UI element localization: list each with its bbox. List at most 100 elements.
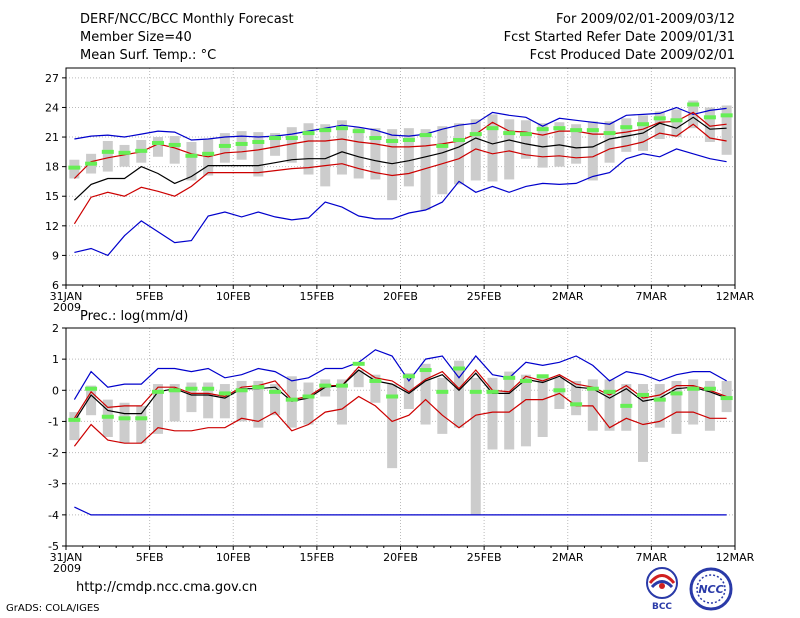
precip-median-marker xyxy=(151,389,164,394)
temp-spread-box xyxy=(704,107,715,142)
produced-date: Fcst Produced Date 2009/02/01 xyxy=(529,48,735,63)
temp-spread-box xyxy=(587,121,598,181)
temp-ytick-label: 24 xyxy=(45,101,59,114)
precip-spread-box xyxy=(136,405,147,444)
precip-median-marker xyxy=(720,396,733,401)
precip-spread-box xyxy=(454,360,465,428)
precip-median-marker xyxy=(118,416,131,421)
temp-median-marker xyxy=(135,148,148,153)
temp-median-marker xyxy=(269,136,282,141)
bcc-logo: BCC xyxy=(646,567,678,612)
temp-median-marker xyxy=(419,133,432,138)
temp-upper-line xyxy=(73,111,727,179)
precip-spread-box xyxy=(253,380,264,428)
precip-median-marker xyxy=(369,378,382,383)
precip-spread-box xyxy=(587,379,598,431)
temp-min-line xyxy=(74,148,727,257)
precip-median-marker xyxy=(185,386,198,391)
temp-ytick-label: 12 xyxy=(45,220,59,233)
precip-spread-box xyxy=(470,377,481,515)
precip-median-marker xyxy=(85,386,98,391)
temp-spread-box xyxy=(520,120,531,159)
temp-ytick-label: 27 xyxy=(45,72,59,85)
temp-ytick-label: 21 xyxy=(45,131,59,144)
precip-median-marker xyxy=(486,389,499,394)
temp-xtick-label: 12MAR xyxy=(716,290,755,303)
bcc-logo-text: BCC xyxy=(652,602,672,612)
precip-spread-box xyxy=(671,380,682,434)
precip-ytick-label: -2 xyxy=(48,447,59,460)
temp-spread-box xyxy=(320,124,331,187)
temp-spread-box xyxy=(353,127,364,179)
precip-spread-box xyxy=(571,380,582,416)
precip-spread-box xyxy=(286,376,297,428)
precip-lower-line xyxy=(73,392,727,447)
temp-median-marker xyxy=(453,138,466,143)
precip-xtick-label: 10FEB xyxy=(216,551,251,564)
variable-label: Mean Surf. Temp.: °C xyxy=(80,48,217,63)
precip-spread-box xyxy=(152,384,163,434)
temp-spread-box xyxy=(571,124,582,164)
precip-median-marker xyxy=(503,375,516,380)
precip-median-marker xyxy=(101,414,114,419)
temp-spread-box xyxy=(454,123,465,185)
temp-xtick-label: 20FEB xyxy=(383,290,418,303)
precip-xtick-label: 7MAR xyxy=(636,551,668,564)
temp-median-marker xyxy=(570,128,583,133)
temp-median-marker xyxy=(352,129,365,134)
precip-xtick-label: 20FEB xyxy=(383,551,418,564)
grads-credit: GrADS: COLA/IGES xyxy=(6,603,100,614)
temp-median-marker xyxy=(252,139,265,144)
temp-median-marker xyxy=(436,143,449,148)
temp-max-line xyxy=(74,106,727,141)
precip-xtick-label: 15FEB xyxy=(299,551,334,564)
temp-spread-box xyxy=(420,129,431,211)
temp-median-marker xyxy=(101,149,114,154)
precip-median-marker xyxy=(687,386,700,391)
precip-median-marker xyxy=(218,391,231,396)
temp-median-marker xyxy=(703,115,716,120)
precip-xtick-year: 2009 xyxy=(53,562,81,575)
precip-median-marker xyxy=(68,417,81,422)
temp-median-marker xyxy=(553,126,566,131)
precip-spread-box xyxy=(387,384,398,469)
precip-max-line xyxy=(73,349,727,400)
precip-median-marker xyxy=(570,402,583,407)
precip-median-marker xyxy=(703,386,716,391)
precip-xtick-label: 31JAN xyxy=(50,551,83,564)
temp-median-marker xyxy=(503,131,516,136)
temp-xtick-label: 15FEB xyxy=(299,290,334,303)
precip-spread-box xyxy=(219,384,230,419)
temp-median-marker xyxy=(335,126,348,131)
precip-median-marker xyxy=(419,368,432,373)
precip-spread-box xyxy=(186,382,197,413)
temp-median-marker xyxy=(285,136,298,141)
precip-spread-box xyxy=(203,382,214,419)
temp-spread-box xyxy=(253,132,264,177)
temp-median-marker xyxy=(402,138,415,143)
precip-spread-box xyxy=(236,380,247,422)
precip-spread-box xyxy=(520,374,531,447)
temp-spread-box xyxy=(303,123,314,175)
temp-ytick-label: 9 xyxy=(52,249,59,262)
precip-median-marker xyxy=(536,374,549,379)
precip-median-marker xyxy=(252,385,265,390)
temp-median-marker xyxy=(85,161,98,166)
precip-spread-box xyxy=(320,379,331,397)
temp-median-marker xyxy=(302,131,315,136)
precip-spread-box xyxy=(537,374,548,437)
precip-median-marker xyxy=(402,374,415,379)
temp-spread-box xyxy=(336,120,347,175)
precip-spread-box xyxy=(504,371,515,450)
temp-spread-box xyxy=(286,127,297,163)
temp-spread-box xyxy=(537,123,548,168)
temp-median-marker xyxy=(151,140,164,145)
temp-median-marker xyxy=(218,143,231,148)
temp-spread-box xyxy=(504,119,515,180)
temp-median-marker xyxy=(68,165,81,170)
precip-median-marker xyxy=(453,366,466,371)
precip-spread-box xyxy=(370,374,381,403)
temp-xtick-year: 2009 xyxy=(53,301,81,314)
temp-ytick-label: 6 xyxy=(52,279,59,292)
ncc-logo-text: NCC xyxy=(698,583,723,596)
